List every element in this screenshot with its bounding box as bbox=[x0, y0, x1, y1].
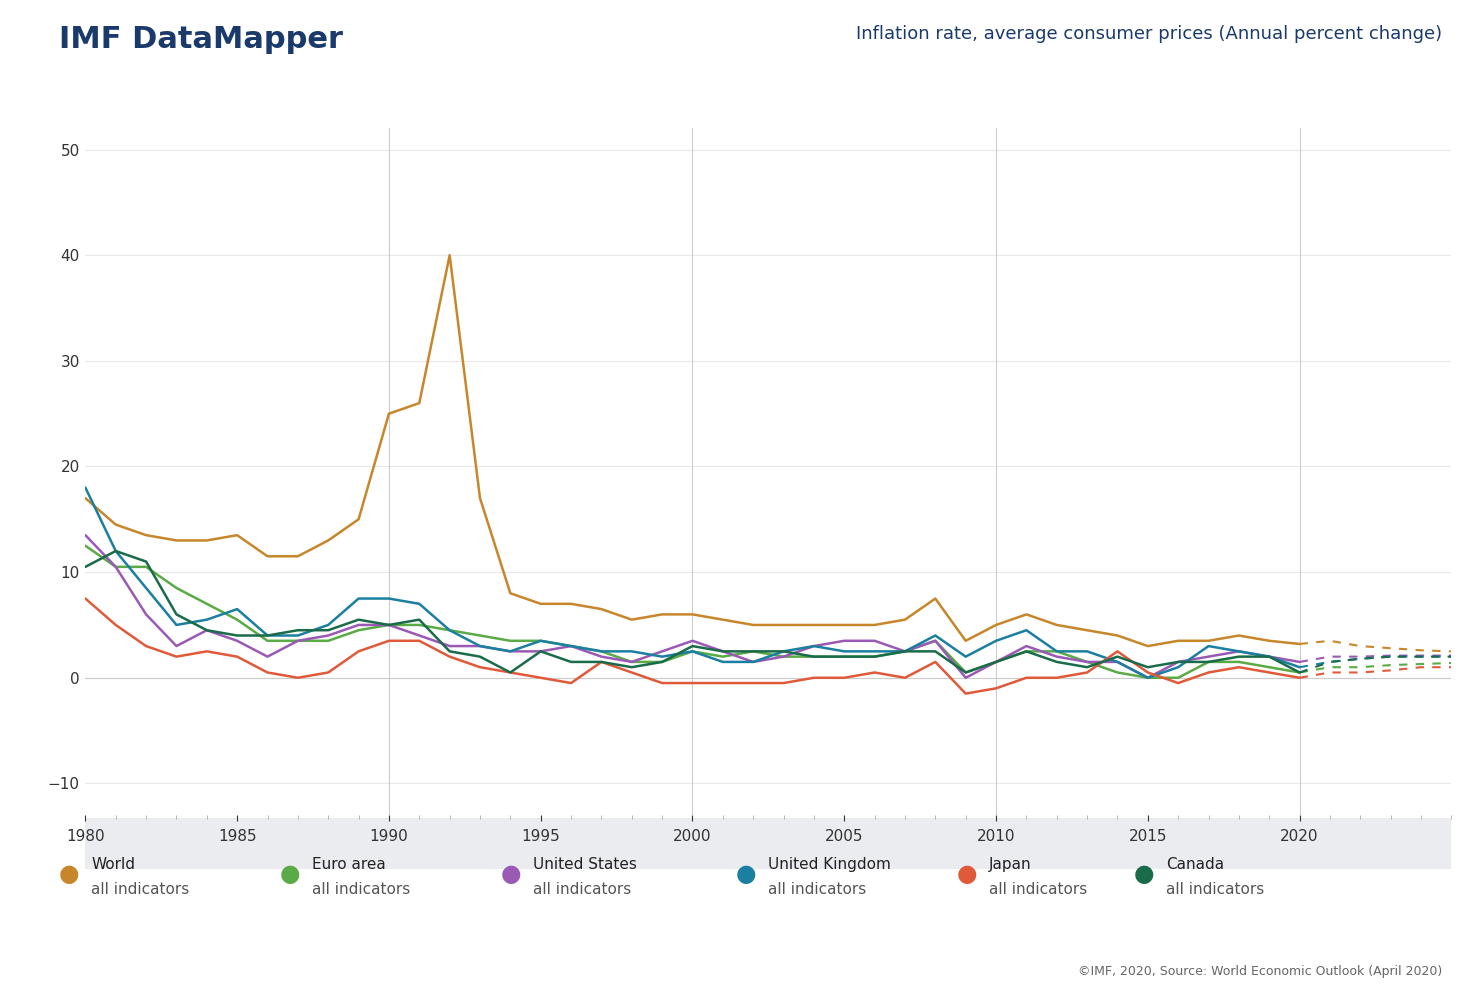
Text: all indicators: all indicators bbox=[91, 881, 190, 897]
Text: United States: United States bbox=[533, 857, 637, 872]
Text: Japan: Japan bbox=[989, 857, 1032, 872]
Text: Canada: Canada bbox=[1166, 857, 1223, 872]
Text: all indicators: all indicators bbox=[312, 881, 411, 897]
Text: World: World bbox=[91, 857, 135, 872]
Text: United Kingdom: United Kingdom bbox=[768, 857, 891, 872]
Text: ●: ● bbox=[500, 863, 521, 886]
Text: ●: ● bbox=[957, 863, 977, 886]
Text: all indicators: all indicators bbox=[533, 881, 631, 897]
Text: ©IMF, 2020, Source: World Economic Outlook (April 2020): ©IMF, 2020, Source: World Economic Outlo… bbox=[1079, 965, 1443, 978]
Text: Inflation rate, average consumer prices (Annual percent change): Inflation rate, average consumer prices … bbox=[857, 25, 1443, 42]
Text: all indicators: all indicators bbox=[989, 881, 1088, 897]
Text: ●: ● bbox=[280, 863, 300, 886]
Text: ●: ● bbox=[59, 863, 79, 886]
Text: Euro area: Euro area bbox=[312, 857, 386, 872]
Text: IMF DataMapper: IMF DataMapper bbox=[59, 25, 343, 53]
Text: ●: ● bbox=[736, 863, 757, 886]
Text: all indicators: all indicators bbox=[1166, 881, 1264, 897]
Text: ●: ● bbox=[1133, 863, 1154, 886]
Text: all indicators: all indicators bbox=[768, 881, 867, 897]
